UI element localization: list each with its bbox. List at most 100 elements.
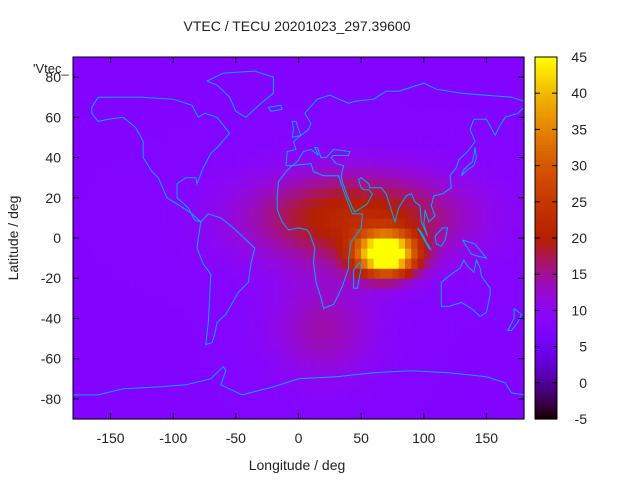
heatmap-cell: [373, 57, 381, 68]
heatmap-cell: [279, 67, 287, 78]
heatmap-cell: [148, 197, 156, 209]
heatmap-cell: [148, 288, 156, 299]
heatmap-cell: [110, 57, 118, 68]
heatmap-cell: [254, 258, 262, 269]
heatmap-cell: [486, 167, 494, 179]
heatmap-cell: [91, 57, 99, 68]
heatmap-cell: [367, 268, 375, 279]
heatmap-cell: [442, 328, 450, 340]
heatmap-cell: [104, 378, 112, 390]
heatmap-cell: [154, 177, 162, 189]
heatmap-cell: [154, 258, 162, 269]
colorbar-swatch: [535, 262, 557, 266]
heatmap-cell: [367, 328, 375, 340]
heatmap-cell: [160, 238, 168, 249]
heatmap-cell: [217, 217, 224, 229]
heatmap-cell: [517, 167, 525, 179]
heatmap-cell: [379, 348, 387, 360]
heatmap-cell: [267, 177, 275, 189]
heatmap-cell: [430, 67, 437, 78]
heatmap-cell: [342, 268, 350, 279]
heatmap-cell: [229, 328, 237, 340]
heatmap-cell: [154, 298, 162, 309]
heatmap-cell: [154, 127, 162, 139]
heatmap-cell: [498, 248, 506, 259]
heatmap-cell: [505, 388, 513, 400]
heatmap-cell: [480, 298, 488, 309]
heatmap-cell: [361, 248, 368, 259]
heatmap-cell: [367, 298, 375, 309]
heatmap-cell: [336, 187, 343, 199]
heatmap-cell: [129, 288, 137, 299]
heatmap-cell: [404, 207, 412, 219]
heatmap-cell: [267, 187, 275, 199]
heatmap-cell: [404, 87, 412, 98]
heatmap-cell: [204, 97, 212, 108]
heatmap-cell: [486, 278, 494, 289]
heatmap-cell: [304, 308, 312, 320]
heatmap-cell: [461, 288, 469, 299]
heatmap-cell: [260, 117, 268, 128]
heatmap-cell: [336, 388, 343, 400]
heatmap-cell: [166, 77, 174, 88]
heatmap-cell: [323, 388, 331, 400]
heatmap-cell: [110, 358, 118, 370]
heatmap-cell: [135, 338, 143, 350]
heatmap-cell: [342, 157, 350, 169]
heatmap-cell: [386, 127, 394, 139]
heatmap-cell: [116, 97, 124, 108]
colorbar-tick-label: 10: [571, 302, 587, 318]
heatmap-cell: [267, 238, 275, 249]
heatmap-cell: [98, 398, 105, 410]
heatmap-cell: [235, 117, 243, 128]
heatmap-cell: [486, 268, 494, 279]
heatmap-cell: [467, 378, 475, 390]
heatmap-cell: [129, 217, 137, 229]
heatmap-cell: [179, 408, 187, 420]
heatmap-cell: [430, 227, 437, 239]
heatmap-cell: [235, 338, 243, 350]
heatmap-cell: [430, 278, 437, 289]
heatmap-cell: [342, 67, 350, 78]
heatmap-cell: [417, 398, 425, 410]
heatmap-cell: [354, 318, 362, 330]
heatmap-cell: [154, 57, 162, 68]
heatmap-cell: [204, 227, 212, 239]
heatmap-cell: [204, 207, 212, 219]
heatmap-cell: [423, 177, 431, 189]
heatmap-cell: [217, 408, 224, 420]
heatmap-cell: [411, 87, 419, 98]
heatmap-cell: [242, 368, 249, 380]
heatmap-cell: [79, 368, 87, 380]
heatmap-cell: [110, 308, 118, 320]
heatmap-cell: [110, 298, 118, 309]
heatmap-cell: [141, 97, 149, 108]
heatmap-cell: [423, 358, 431, 370]
heatmap-cell: [242, 177, 249, 189]
heatmap-cell: [436, 177, 444, 189]
heatmap-cell: [304, 268, 312, 279]
heatmap-cell: [248, 298, 256, 309]
heatmap-cell: [79, 207, 87, 219]
heatmap-cell: [436, 87, 444, 98]
heatmap-cell: [492, 388, 500, 400]
heatmap-cell: [98, 328, 105, 340]
heatmap-cell: [467, 258, 475, 269]
heatmap-cell: [260, 238, 268, 249]
heatmap-cell: [135, 177, 143, 189]
heatmap-cell: [411, 298, 419, 309]
heatmap-cell: [480, 348, 488, 360]
heatmap-cell: [448, 197, 456, 209]
heatmap-cell: [361, 348, 368, 360]
heatmap-cell: [361, 408, 368, 420]
heatmap-cell: [442, 187, 450, 199]
heatmap-cell: [511, 97, 519, 108]
heatmap-cell: [91, 298, 99, 309]
heatmap-cell: [411, 398, 419, 410]
heatmap-cell: [135, 137, 143, 149]
heatmap-cell: [430, 77, 437, 88]
heatmap-cell: [480, 318, 488, 330]
heatmap-cell: [217, 358, 224, 370]
heatmap-cell: [235, 378, 243, 390]
heatmap-cell: [123, 77, 130, 88]
